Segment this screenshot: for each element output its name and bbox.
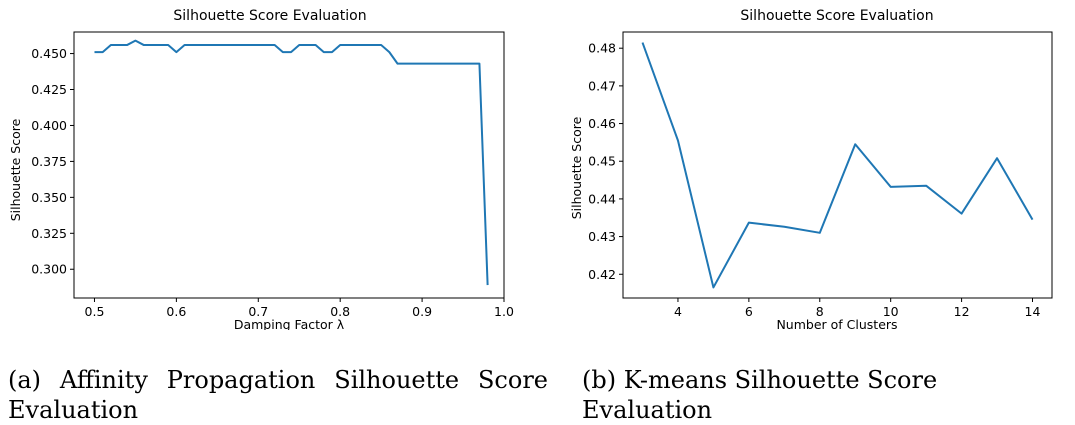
x-axis-label: Damping Factor λ	[234, 317, 345, 330]
kmeans-chart: Silhouette Score Evaluation 4 6 8 10 12 14 0.4…	[545, 0, 1075, 332]
x-tick-label: 0.8	[330, 304, 350, 319]
y-tick-label: 0.44	[588, 191, 616, 206]
x-tick-label: 0.7	[248, 304, 268, 319]
y-axis-label: Silhouette Score	[569, 116, 584, 219]
x-tick-label: 14	[1025, 304, 1041, 319]
chart-title: Silhouette Score Evaluation	[173, 8, 366, 24]
series-line	[94, 39, 489, 286]
caption-b: (b) K-means Silhouette Score Evaluation	[582, 366, 938, 424]
x-tick-label: 0.9	[412, 304, 432, 319]
y-tick-label: 0.43	[588, 229, 616, 244]
x-axis-label: Number of Clusters	[776, 317, 897, 330]
x-tick-label: 12	[954, 304, 970, 319]
y-tick-label: 0.325	[31, 226, 67, 241]
y-tick-label: 0.48	[588, 41, 616, 56]
chart-a-svg: Silhouette Score Evaluation 0.5 0.6 0.7 0.8…	[8, 8, 514, 332]
y-tick-label: 0.375	[31, 154, 67, 169]
y-tick-label: 0.45	[588, 154, 616, 169]
x-tick-label: 1.0	[494, 304, 514, 319]
y-tick-label: 0.47	[588, 78, 616, 93]
series-line	[641, 42, 1034, 289]
chart-b-svg: Silhouette Score Evaluation 4 6 8 10 12 14 0.4…	[569, 8, 1053, 332]
y-axis-label: Silhouette Score	[8, 118, 23, 221]
plot-frame	[622, 31, 1053, 299]
x-tick-label: 8	[816, 304, 824, 319]
x-tick-label: 6	[745, 304, 753, 319]
x-tick-label: 10	[883, 304, 899, 319]
y-tick-label: 0.400	[31, 118, 67, 133]
affinity-propagation-chart: Silhouette Score Evaluation 0.5 0.6 0.7 0.8…	[0, 0, 540, 332]
caption-a: (a) Affinity Propagation Silhouette Scor…	[8, 366, 548, 424]
chart-title: Silhouette Score Evaluation	[740, 8, 933, 24]
x-tick-label: 0.6	[166, 304, 186, 319]
y-tick-label: 0.42	[588, 267, 616, 282]
x-tick-label: 0.5	[85, 304, 105, 319]
y-tick-label: 0.46	[588, 116, 616, 131]
x-tick-label: 4	[674, 304, 682, 319]
y-tick-label: 0.425	[31, 82, 67, 97]
y-tick-label: 0.450	[31, 46, 67, 61]
y-tick-label: 0.350	[31, 190, 67, 205]
plot-frame	[73, 31, 505, 299]
y-tick-label: 0.300	[31, 262, 67, 277]
